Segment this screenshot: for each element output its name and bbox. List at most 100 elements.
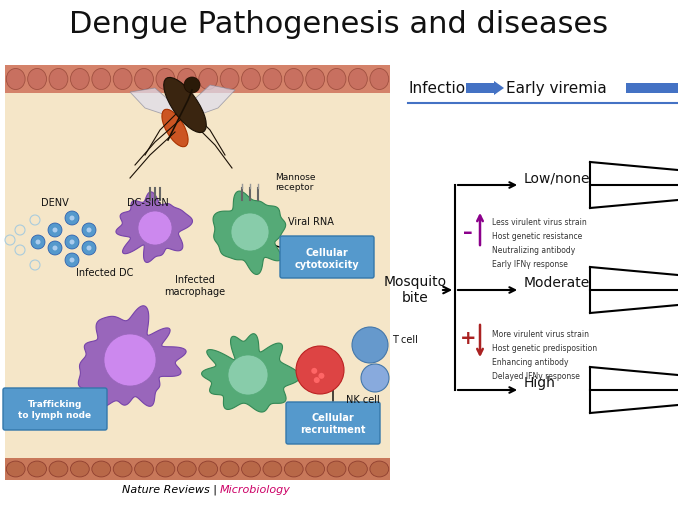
FancyArrow shape [626,81,678,95]
Circle shape [52,245,58,250]
Text: NK cell: NK cell [346,395,380,405]
Polygon shape [79,306,186,409]
Circle shape [65,253,79,267]
Bar [5,65,390,93]
Text: Enhancing antibody: Enhancing antibody [492,358,568,367]
Ellipse shape [71,69,89,90]
Ellipse shape [6,461,25,477]
Text: Low/none: Low/none [524,171,591,185]
Polygon shape [201,334,300,412]
Ellipse shape [156,461,175,477]
Text: Dengue Pathogenesis and diseases: Dengue Pathogenesis and diseases [69,10,609,39]
Polygon shape [188,85,235,118]
Circle shape [48,223,62,237]
Circle shape [87,228,92,233]
Circle shape [48,241,62,255]
Ellipse shape [178,69,196,90]
Text: Mosquito
bite: Mosquito bite [384,275,447,305]
FancyBboxPatch shape [3,388,107,430]
Ellipse shape [28,461,47,477]
Text: Less virulent virus strain: Less virulent virus strain [492,218,586,227]
Ellipse shape [199,461,218,477]
FancyArrow shape [466,81,504,95]
Ellipse shape [135,69,153,90]
Ellipse shape [49,461,68,477]
Ellipse shape [348,461,367,477]
Circle shape [65,211,79,225]
Ellipse shape [162,109,188,147]
Text: Early IFNγ response: Early IFNγ response [492,260,568,269]
Circle shape [311,368,317,374]
Ellipse shape [6,69,25,90]
Text: Neutralizing antibody: Neutralizing antibody [492,246,575,255]
Polygon shape [213,191,285,274]
Ellipse shape [241,69,260,90]
Ellipse shape [327,69,346,90]
Ellipse shape [92,69,111,90]
FancyBboxPatch shape [286,402,380,444]
Circle shape [82,241,96,255]
Text: Infected
macrophage: Infected macrophage [165,275,226,297]
Text: Host genetic resistance: Host genetic resistance [492,232,582,241]
Ellipse shape [241,461,260,477]
Text: Cellular
recruitment: Cellular recruitment [300,413,365,435]
Text: Moderate: Moderate [524,276,591,290]
Text: Viral RNA: Viral RNA [288,217,334,227]
Ellipse shape [113,461,132,477]
Text: Early viremia: Early viremia [506,80,607,96]
Text: Microbiology: Microbiology [220,485,291,495]
Circle shape [138,211,172,245]
Text: Host genetic predisposition: Host genetic predisposition [492,344,597,353]
Polygon shape [116,192,193,263]
Ellipse shape [28,69,47,90]
Ellipse shape [113,69,132,90]
Ellipse shape [263,69,282,90]
Text: Nature Reviews |: Nature Reviews | [121,485,220,495]
Ellipse shape [348,69,367,90]
Circle shape [314,377,320,383]
Ellipse shape [327,461,346,477]
Ellipse shape [178,461,196,477]
Circle shape [31,235,45,249]
Ellipse shape [163,77,206,132]
Ellipse shape [199,69,218,90]
Circle shape [104,334,156,386]
Circle shape [296,346,344,394]
Ellipse shape [71,461,89,477]
Text: DENV: DENV [41,198,69,208]
Circle shape [231,213,269,251]
Bar [5,458,390,480]
Text: Trafficking
to lymph node: Trafficking to lymph node [18,400,92,420]
Ellipse shape [284,461,303,477]
Bar [5,93,390,458]
Circle shape [70,258,75,263]
Circle shape [35,240,41,244]
Text: More virulent virus strain: More virulent virus strain [492,330,589,339]
Text: DC-SIGN: DC-SIGN [127,198,169,208]
Ellipse shape [49,69,68,90]
Circle shape [52,228,58,233]
Circle shape [70,240,75,244]
FancyBboxPatch shape [280,236,374,278]
Ellipse shape [370,69,388,90]
Polygon shape [130,88,178,118]
Text: +: + [460,328,476,348]
Circle shape [184,77,200,93]
Text: Delayed IFNγ response: Delayed IFNγ response [492,372,580,381]
Circle shape [319,373,324,379]
Text: T cell: T cell [392,335,418,345]
Text: Infection: Infection [408,80,475,96]
Circle shape [87,245,92,250]
Circle shape [65,235,79,249]
Circle shape [70,215,75,220]
Text: Mannose
receptor: Mannose receptor [275,173,315,192]
Ellipse shape [220,461,239,477]
Ellipse shape [92,461,111,477]
Ellipse shape [263,461,282,477]
Ellipse shape [306,461,325,477]
Circle shape [228,355,268,395]
Circle shape [82,223,96,237]
Circle shape [361,364,389,392]
Ellipse shape [284,69,303,90]
Ellipse shape [370,461,388,477]
